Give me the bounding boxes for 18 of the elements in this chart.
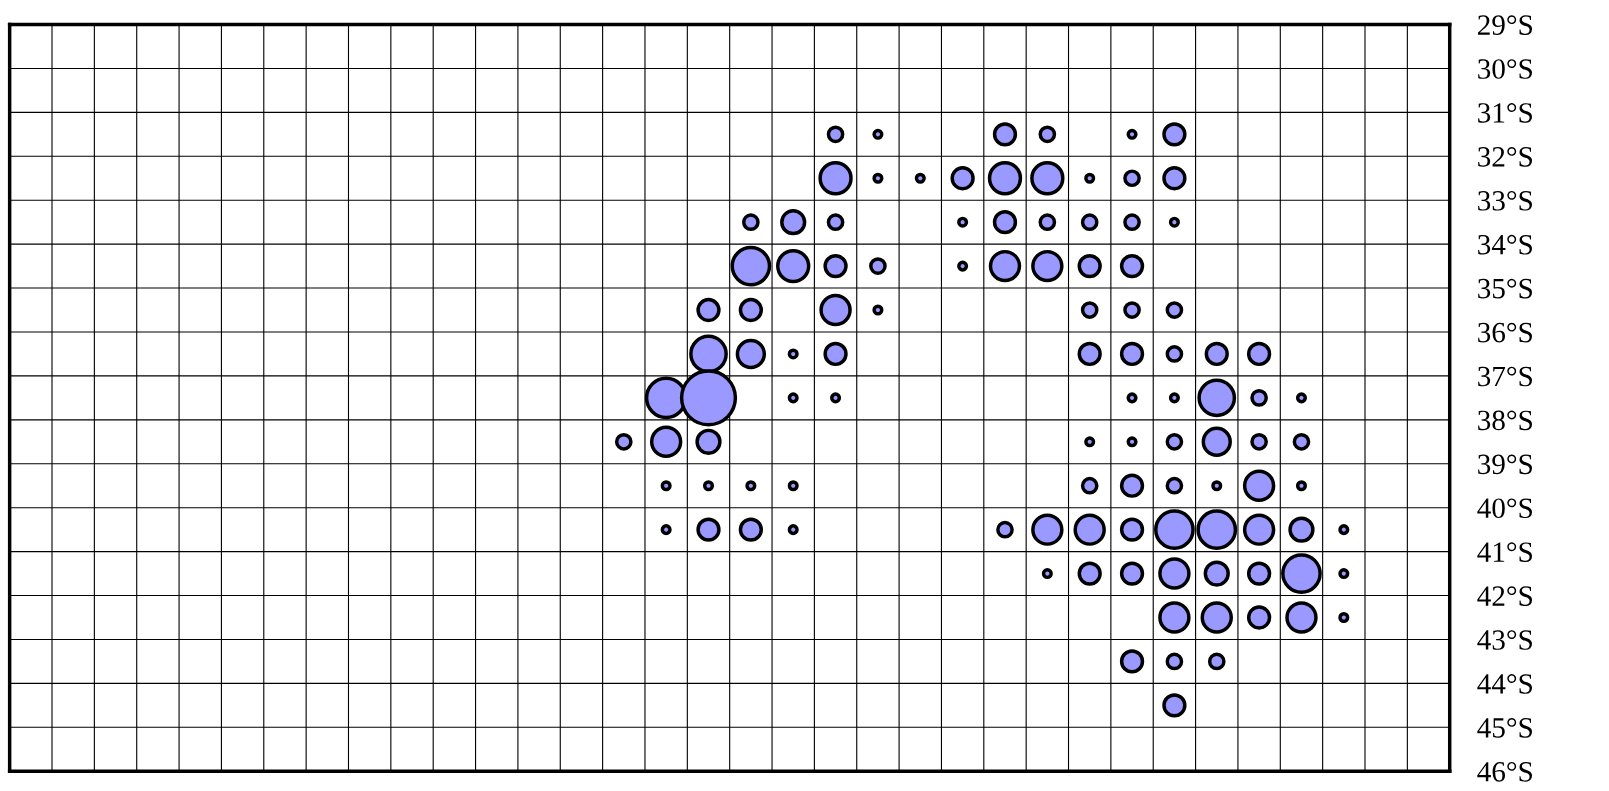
y-tick-label: 43°S	[1477, 630, 1532, 650]
y-tick-label: 33°S	[1478, 190, 1532, 211]
y-tick-label: 37°S	[1478, 366, 1532, 387]
y-tick-label: 31°S	[1478, 103, 1532, 123]
y-tick-label: 30°S	[1478, 59, 1532, 79]
y-tick-label: 46°S	[1477, 761, 1532, 782]
y-tick-label: 44°S	[1477, 674, 1532, 694]
y-tick-label: 36°S	[1478, 322, 1532, 343]
y-tick-label: 42°S	[1477, 586, 1532, 606]
y-tick-label: 38°S	[1478, 410, 1532, 431]
y-tick-label: 41°S	[1477, 542, 1532, 563]
y-tick-label: 39°S	[1478, 454, 1532, 475]
y-tick-label: 40°S	[1477, 498, 1532, 519]
y-tick-label: 34°S	[1478, 234, 1532, 255]
y-tick-label: 29°S	[1478, 15, 1532, 35]
y-tick-label: 32°S	[1478, 147, 1532, 167]
y-tick-label: 35°S	[1478, 278, 1532, 299]
y-tick-label: 45°S	[1477, 718, 1532, 738]
